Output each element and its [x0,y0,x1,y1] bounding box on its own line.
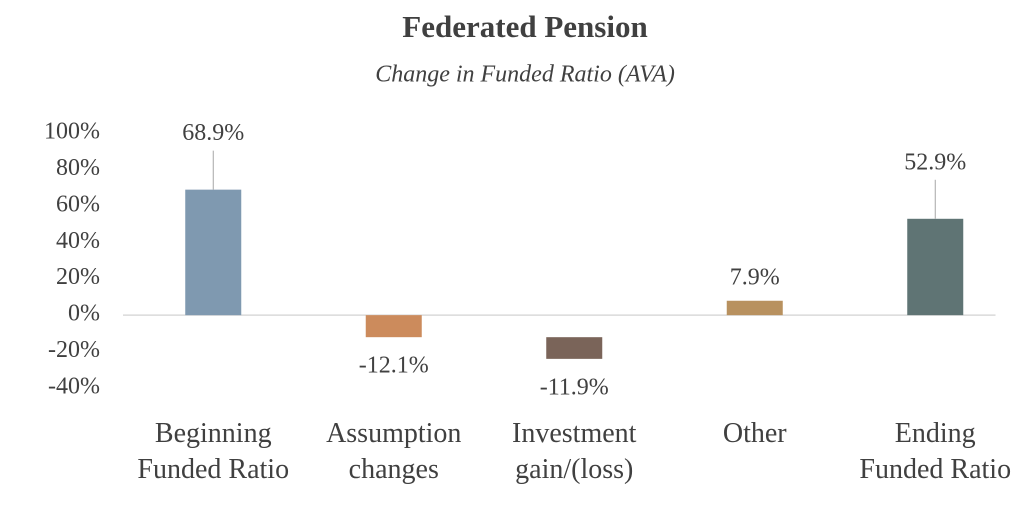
y-tick-label: 0% [68,301,100,327]
x-tick-label: Ending Funded Ratio [859,418,1012,485]
y-tick-label: 40% [56,228,100,254]
y-tick-label: 60% [56,191,100,217]
y-tick-label: 80% [56,155,100,181]
y-tick-label: 100% [44,119,100,145]
y-tick-label: -20% [48,337,100,363]
data-label: -12.1% [359,353,429,379]
y-tick-label: 20% [56,264,100,290]
chart-title: Federated Pension [402,9,647,44]
bar [907,218,964,316]
data-label: -11.9% [540,374,609,400]
x-tick-label: Other [722,418,787,449]
data-label: 68.9% [182,120,244,146]
bar [365,315,422,338]
bar [726,300,783,316]
y-tick-label: -40% [48,374,100,400]
x-tick-label: Assumption changes [326,418,462,485]
x-tick-label: Investment gain/(loss) [512,418,637,485]
bar [185,189,242,316]
data-label: 52.9% [904,149,966,175]
data-label: 7.9% [730,264,780,290]
chart-subtitle: Change in Funded Ratio (AVA) [375,62,675,88]
bar [546,337,603,359]
x-tick-label: Beginning Funded Ratio [137,418,290,485]
